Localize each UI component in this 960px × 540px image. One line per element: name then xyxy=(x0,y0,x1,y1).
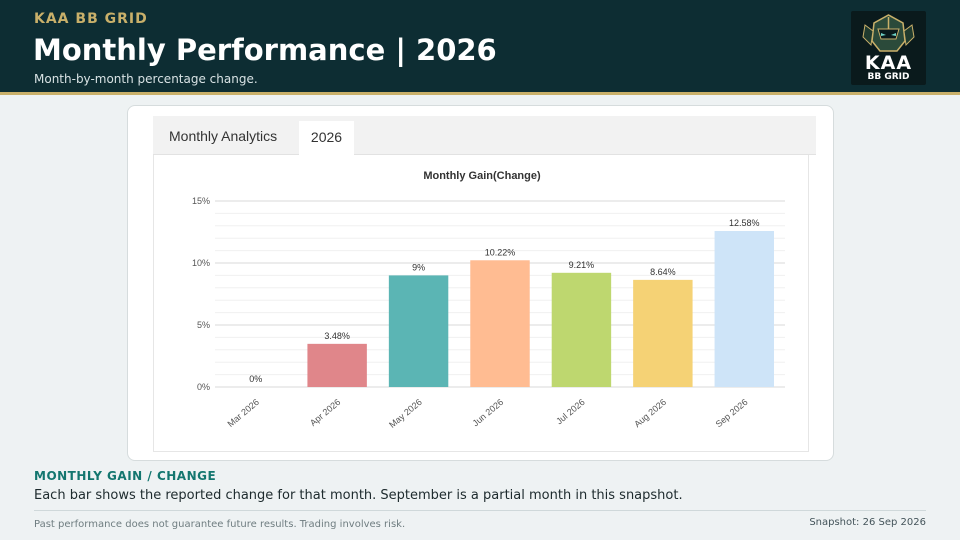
footer-snapshot: Snapshot: 26 Sep 2026 xyxy=(809,517,926,528)
bar-value-label: 9.21% xyxy=(569,260,595,270)
logo-wordmark: KAA xyxy=(864,52,913,74)
chart-bars xyxy=(307,231,775,387)
chart-x-labels: Mar 2026 Apr 2026 May 2026 Jun 2026 Jul 2026… xyxy=(225,397,749,430)
bar-value-label: 9% xyxy=(412,262,425,272)
bar-may-2026 xyxy=(388,275,449,387)
x-tick-label: Jun 2026 xyxy=(470,397,505,428)
logo-submark: BB GRID xyxy=(867,72,910,82)
x-tick-label: May 2026 xyxy=(387,397,424,430)
bar-apr-2026 xyxy=(307,343,367,387)
x-tick-label: Aug 2026 xyxy=(632,397,668,429)
bar-jun-2026 xyxy=(470,260,530,387)
bar-value-label: 10.22% xyxy=(485,247,516,257)
helmet-icon xyxy=(862,14,915,52)
footer-divider xyxy=(34,510,926,511)
y-tick-label: 15% xyxy=(192,196,210,206)
tab-monthly-analytics[interactable]: Monthly Analytics xyxy=(169,128,278,144)
note-heading: MONTHLY GAIN / CHANGE xyxy=(34,469,217,483)
bar-value-label: 3.48% xyxy=(324,331,350,341)
chart-y-ticks: 0% 5% 10% 15% xyxy=(192,196,210,392)
bar-value-label: 8.64% xyxy=(650,267,676,277)
page-subtitle: Month-by-month percentage change. xyxy=(34,72,258,86)
y-tick-label: 5% xyxy=(197,320,210,330)
tab-bar xyxy=(153,116,816,155)
brand-label: KAA BB GRID xyxy=(34,11,148,27)
x-tick-label: Jul 2026 xyxy=(554,397,586,427)
x-tick-label: Mar 2026 xyxy=(225,397,261,429)
bar-value-label: 12.58% xyxy=(729,218,760,228)
brand-logo: KAA BB GRID xyxy=(851,11,926,85)
bar-value-label: 0% xyxy=(249,374,262,384)
header-banner: KAA BB GRID Monthly Performance | 2026 M… xyxy=(0,0,960,95)
x-tick-label: Apr 2026 xyxy=(308,397,342,428)
x-tick-label: Sep 2026 xyxy=(714,397,750,429)
tab-year-2026[interactable]: 2026 xyxy=(299,121,354,156)
chart-data-labels: 0% 3.48% 9% 10.22% 9.21% 8.64% 12.58% xyxy=(249,218,759,384)
bar-aug-2026 xyxy=(633,279,693,387)
y-tick-label: 0% xyxy=(197,382,210,392)
bar-sep-2026 xyxy=(714,231,775,387)
y-tick-label: 10% xyxy=(192,258,210,268)
bar-jul-2026 xyxy=(551,272,612,387)
page-title: Monthly Performance | 2026 xyxy=(33,33,497,67)
footer-disclaimer: Past performance does not guarantee futu… xyxy=(34,519,406,530)
note-text: Each bar shows the reported change for t… xyxy=(34,488,683,503)
chart-title: Monthly Gain(Change) xyxy=(423,170,541,182)
